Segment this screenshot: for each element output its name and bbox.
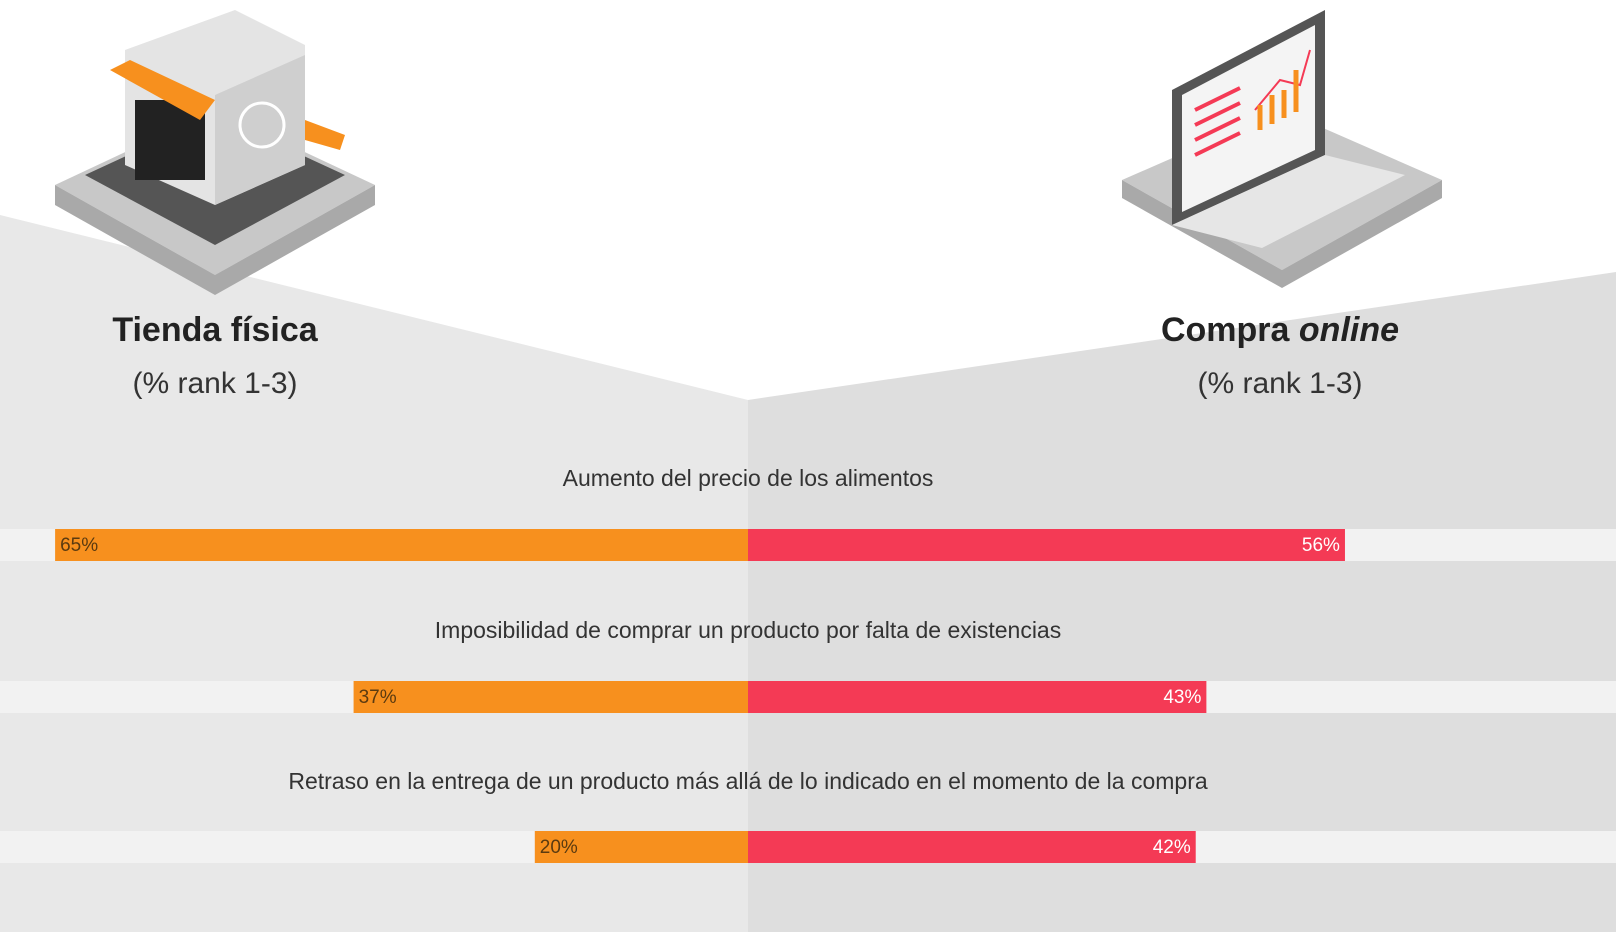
category-label: Retraso en la entrega de un producto más… (288, 768, 1207, 794)
value-label: 37% (359, 687, 397, 708)
right-panel (748, 272, 1616, 932)
bar (353, 681, 748, 713)
bar (748, 831, 1196, 863)
value-label: 65% (60, 535, 98, 556)
laptop-icon (1122, 10, 1442, 288)
bar (748, 529, 1345, 561)
left-panel (0, 215, 748, 932)
right-header-emphasis: online (1299, 311, 1399, 349)
bar (748, 681, 1207, 713)
bar (55, 529, 749, 561)
left-subtitle: (% rank 1-3) (132, 367, 297, 400)
right-header: Compra online (1161, 311, 1399, 349)
left-header: Tienda física (112, 311, 318, 349)
value-label: 43% (1163, 687, 1201, 708)
bar (534, 831, 748, 863)
value-label: 56% (1302, 535, 1340, 556)
value-label: 20% (540, 837, 578, 858)
right-subtitle: (% rank 1-3) (1197, 367, 1362, 400)
store-icon (55, 10, 375, 295)
category-label: Aumento del precio de los alimentos (563, 465, 934, 491)
value-label: 42% (1153, 837, 1191, 858)
category-label: Imposibilidad de comprar un producto por… (435, 617, 1061, 643)
right-header-main: Compra (1161, 311, 1291, 349)
